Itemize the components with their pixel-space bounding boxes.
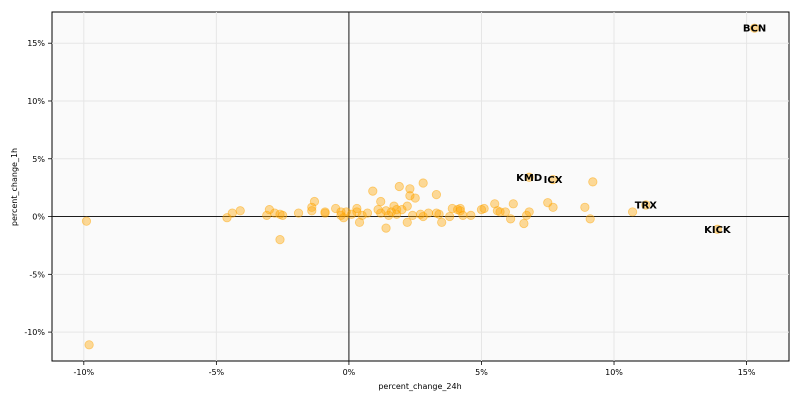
x-axis-label: percent_change_24h [378,382,461,391]
scatter-point [548,202,558,212]
point-label: ICX [544,175,563,186]
scatter-point [402,201,412,211]
scatter-point [500,207,510,217]
data-points [81,23,760,350]
scatter-point [437,217,447,227]
scatter-point [341,207,351,217]
y-axis-label: percent_change_1h [10,148,19,226]
y-tick-label: -5% [29,270,45,279]
scatter-point [293,208,304,218]
x-tick-label: -10% [73,368,94,377]
scatter-point [376,196,386,207]
scatter-point [434,209,444,219]
point-label: KICK [704,225,732,236]
scatter-point [490,199,500,209]
scatter-point [278,210,288,220]
scatter-point [585,214,595,224]
scatter-point [235,206,245,216]
y-tick-label: -10% [24,328,45,337]
scatter-point [410,193,420,203]
scatter-point [394,181,404,192]
reference-lines [52,12,789,361]
scatter-point [506,214,516,224]
scatter-point [524,172,534,182]
scatter-point [354,217,365,227]
scatter-point [381,223,391,233]
scatter-point [712,224,723,234]
scatter-point [346,209,357,219]
scatter-point [548,174,558,185]
scatter-point [227,208,237,218]
x-tick-label: 0% [343,368,356,377]
x-tick-label: 10% [605,368,623,377]
scatter-point [352,207,362,217]
scatter-point [495,207,505,217]
scatter-point [81,216,92,226]
scatter-point [627,207,638,217]
scatter-point [407,210,418,220]
scatter-point [641,200,651,210]
scatter-point [405,184,415,194]
scatter-point [362,208,373,218]
scatter-point [309,196,320,207]
scatter-point [357,210,367,220]
scatter-point [339,213,349,223]
point-label: BCN [743,24,766,35]
scatter-point [519,218,529,229]
point-label: KMD [516,173,542,184]
scatter-point [418,178,428,188]
scatter-point [580,202,590,212]
scatter-point [455,203,465,214]
scatter-point [431,189,442,200]
point-label: TRX [635,200,658,211]
scatter-point [458,210,468,220]
scatter-point [84,340,94,350]
scatter-point [397,205,407,215]
scatter-point [392,205,402,215]
scatter-point [455,206,465,216]
y-tick-label: 0% [32,213,45,222]
x-tick-label: 15% [738,368,756,377]
scatter-point [418,211,428,222]
ticks: -10% -5% 0% 5% 10% 15% -10% -5% 0% 5% 10% 15% [24,39,756,377]
scatter-point [524,207,534,217]
x-tick-label: -5% [209,368,225,377]
scatter-point [402,217,412,227]
scatter-point [405,191,415,201]
scatter-point [368,186,378,196]
scatter-point [307,202,317,212]
y-tick-label: 5% [32,155,45,164]
scatter-point [336,207,346,217]
scatter-point [307,206,317,216]
scatter-point [588,177,598,187]
scatter-point [386,207,396,217]
point-annotations: BCN KMD ICX TRX KICK [516,24,766,236]
scatter-point [264,205,274,215]
y-tick-label: 15% [27,39,45,48]
scatter-point [275,235,285,245]
scatter-point [331,203,341,214]
x-tick-label: 5% [475,368,488,377]
scatter-point [352,203,362,214]
scatter-point [749,23,760,33]
scatter-point [423,208,434,218]
scatter-point [479,203,489,214]
y-tick-label: 10% [27,97,45,106]
scatter-point [466,210,476,220]
scatter-point [320,207,330,217]
scatter-point [508,199,518,209]
scatter-point [445,211,455,222]
